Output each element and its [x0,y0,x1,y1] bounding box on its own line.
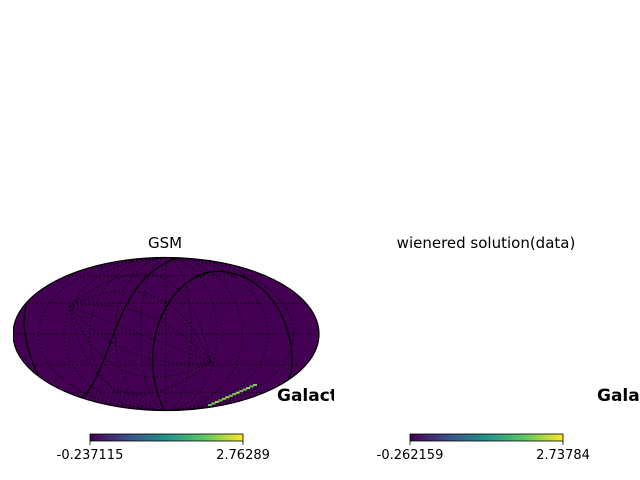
emission-pixel [239,390,244,393]
graticule-rotated [68,305,212,364]
graticule-rotated [68,273,212,363]
colorbar-max-label: 2.73784 [536,448,590,463]
emission-pixel [253,384,257,386]
map-panel-gsm: GSM Galactic -0.237115 2.76289 [13,0,334,480]
emission-pixel [214,400,219,403]
graticule [13,257,319,411]
emission-pixel [249,385,254,388]
graticule-meridian [165,257,218,411]
map-title: GSM [147,234,183,252]
graticule-meridian [165,257,269,411]
sphere-outline [13,256,320,412]
graticule-meridian [165,257,295,411]
emission-pixel [218,399,223,402]
graticule-meridian [88,257,167,411]
colorbar-max-label: 2.76289 [216,448,270,463]
mollweide-map [409,433,564,445]
coord-label: Galactic [597,386,640,406]
graticule-meridian [37,257,167,411]
graticule-meridian [114,257,167,411]
map-title: wienered solution(data) [396,234,576,252]
emission-pixel [242,388,247,391]
graticule-meridian [165,257,192,411]
emission-pixel [208,404,212,406]
emission-pixel [235,391,240,394]
map-panel-wienered: wienered solution(data) Galactic -0.2621… [333,0,640,480]
colorbar-min-label: -0.262159 [376,448,444,463]
mollweide-map [13,256,320,445]
graticule-rotated [68,290,212,363]
emission-pixel [221,397,226,400]
emission-pixel [225,396,230,399]
coord-label: Galactic [277,386,334,406]
emission-pixel [228,394,233,397]
galactic-plane-curve [152,270,293,411]
graticule-meridian [63,257,167,411]
emission-pixel [211,402,216,405]
colorbar-min-label: -0.237115 [56,448,124,463]
emission-pixel [232,393,237,396]
graticule-rotated [68,305,212,395]
colorbar [409,433,564,442]
colorbar [89,433,244,442]
graticule-rotated [68,305,212,378]
graticule-rotated [68,305,212,363]
graticule-meridian [165,257,244,411]
emission-pixel [246,387,251,390]
